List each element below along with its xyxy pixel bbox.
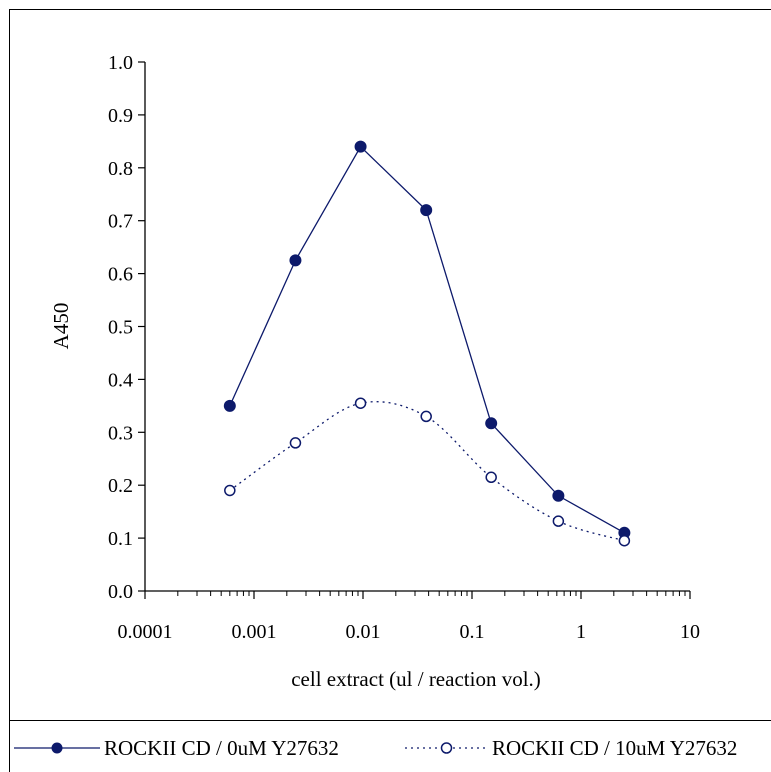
data-point-series-1 (420, 204, 433, 217)
y-tick-label: 0.1 (108, 528, 133, 550)
data-point-series-2 (552, 515, 565, 527)
legend-label-1: ROCKII CD / 0uM Y27632 (104, 736, 339, 760)
data-point-series-2 (618, 534, 631, 547)
legend-label-2: ROCKII CD / 10uM Y27632 (492, 736, 737, 760)
y-tick-label: 0.7 (108, 211, 133, 233)
data-point-series-1 (289, 254, 302, 267)
data-point-series-1 (485, 417, 498, 430)
data-point-series-2 (224, 484, 236, 497)
y-axis-label: A450 (49, 303, 73, 350)
legend-marker-1 (51, 742, 63, 754)
chart-frame (9, 9, 771, 720)
x-tick-label: 0.01 (346, 621, 381, 643)
data-point-series-2 (420, 410, 432, 423)
series-line-2 (229, 401, 625, 542)
data-point-series-1 (552, 489, 565, 502)
y-tick-label: 0.3 (108, 422, 133, 444)
x-axis-label: cell extract (ul / reaction vol.) (291, 667, 541, 691)
y-tick-label: 0.8 (108, 158, 133, 180)
x-tick-label: 10 (680, 621, 700, 643)
data-point-series-1 (223, 399, 236, 412)
x-tick-label: 1 (576, 621, 586, 643)
y-tick-label: 0.0 (108, 581, 133, 603)
y-tick-label: 0.6 (108, 264, 133, 286)
x-tick-label: 0.1 (460, 621, 485, 643)
data-point-series-2 (485, 471, 497, 484)
legend: ROCKII CD / 0uM Y27632 ROCKII CD / 10uM Y… (14, 736, 737, 760)
axes: 0.0 0.1 0.2 0.3 0.4 0.5 0.6 0.7 0.8 0.9 1.0 0.0001 0… (108, 52, 700, 643)
y-tick-label: 0.9 (108, 105, 133, 127)
x-tick-label: 0.0001 (118, 621, 173, 643)
y-tick-label: 0.5 (108, 317, 133, 339)
legend-marker-2 (440, 742, 453, 754)
x-tick-label: 0.001 (232, 621, 277, 643)
series-layer (223, 140, 631, 547)
data-point-series-1 (354, 140, 367, 153)
legend-box (9, 720, 771, 772)
y-tick-label: 0.2 (108, 475, 133, 497)
data-point-series-2 (289, 437, 302, 449)
data-point-series-2 (354, 397, 367, 409)
y-tick-label: 1.0 (108, 52, 133, 74)
y-tick-label: 0.4 (108, 369, 133, 391)
